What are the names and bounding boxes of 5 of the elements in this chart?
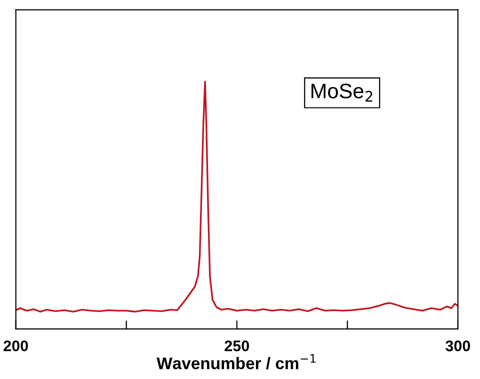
x-tick-label: 200 (4, 340, 28, 352)
x-axis-title: Wavenumber / cm$^{−1}$ (156, 354, 316, 370)
x-tick-label: 300 (446, 340, 470, 352)
annotation: MoSe$_{2}$ (312, 84, 372, 102)
x-tick-label: 250 (224, 340, 249, 352)
